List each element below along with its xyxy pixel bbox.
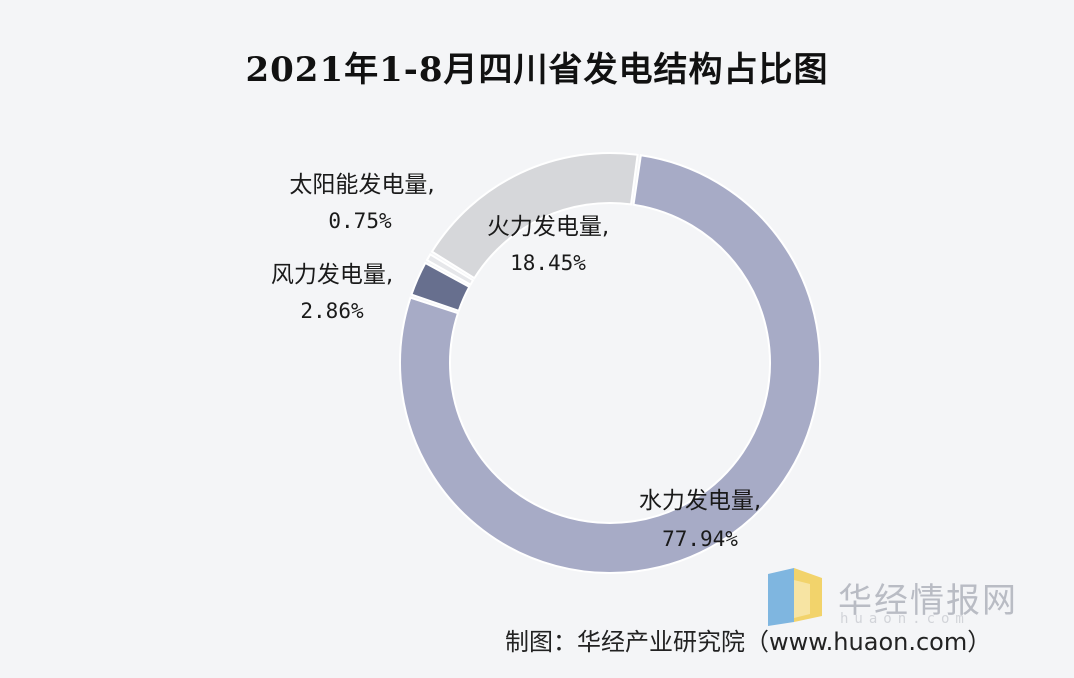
watermark-text: 华经情报网 <box>838 580 1018 621</box>
slice-value-1: 2.86% <box>300 299 364 323</box>
slice-label-2: 太阳能发电量, <box>289 172 434 198</box>
donut-slice-1 <box>410 261 471 313</box>
slice-label-0: 水力发电量, <box>639 488 761 514</box>
slice-value-3: 18.45% <box>510 251 586 275</box>
slice-value-0: 77.94% <box>662 527 738 551</box>
slice-label-3: 火力发电量, <box>487 214 609 240</box>
donut-slice-3 <box>430 152 639 280</box>
donut-slice-0 <box>399 154 821 574</box>
chart-title: 2021年1-8月四川省发电结构占比图 <box>245 50 829 90</box>
slice-value-2: 0.75% <box>328 209 392 233</box>
watermark: 华经情报网 <box>764 566 1018 628</box>
slice-label-1: 风力发电量, <box>271 262 393 288</box>
chart-source: 制图：华经产业研究院（www.huaon.com） <box>505 628 992 656</box>
donut-slice-2 <box>425 253 475 286</box>
watermark-subtext: huaon.com <box>840 611 970 627</box>
huajing-logo-icon <box>768 568 822 626</box>
